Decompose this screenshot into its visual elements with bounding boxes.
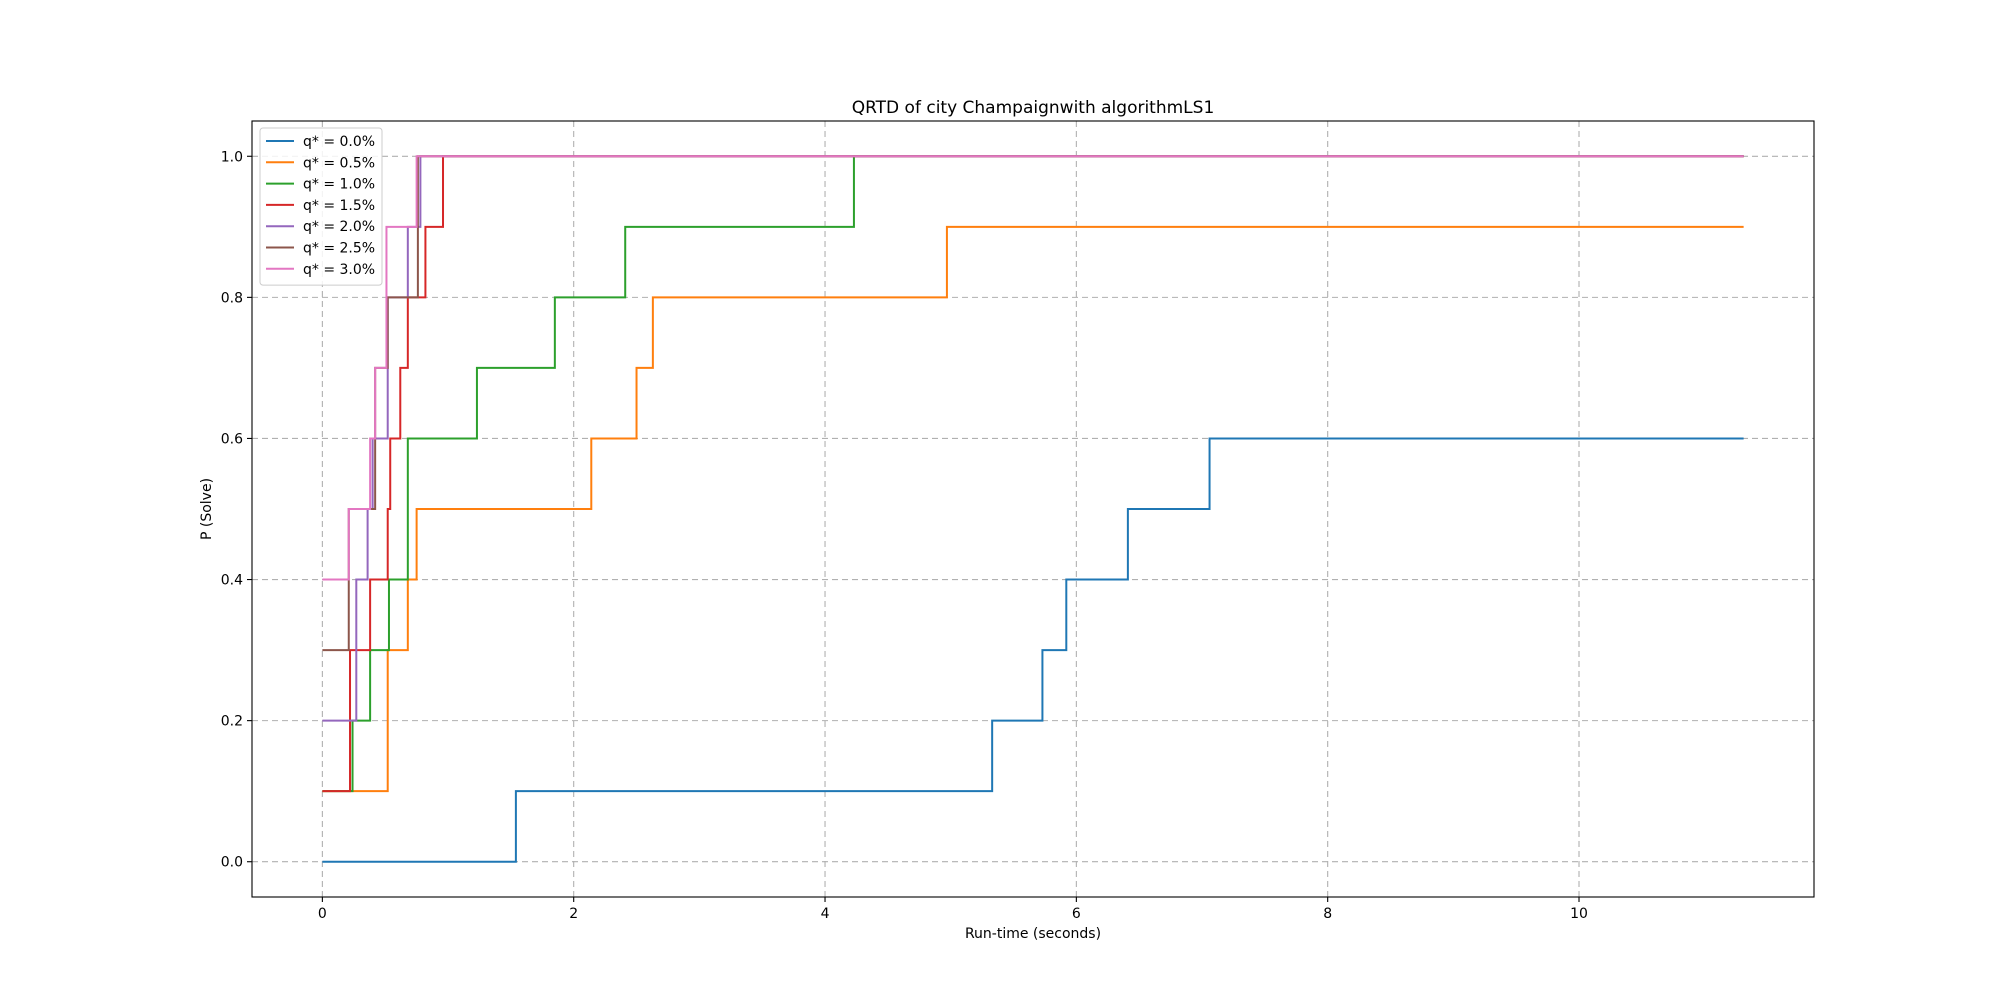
y-tick-label: 0.6 <box>221 431 243 447</box>
series-line-0 <box>322 437 1744 863</box>
x-axis-label: Run-time (seconds) <box>965 926 1101 942</box>
series-lines <box>322 155 1744 863</box>
legend-entry: q* = 3.0% <box>303 262 375 278</box>
x-tick-label: 2 <box>569 906 578 922</box>
x-tick-label: 4 <box>821 906 830 922</box>
y-tick-label: 0.4 <box>221 573 243 589</box>
y-tick-label: 0.0 <box>221 855 243 871</box>
y-axis-label: P (Solve) <box>199 478 215 540</box>
x-tick-label: 0 <box>318 906 327 922</box>
axis-ticks: 0 2 4 6 8 10 0.0 0.2 0.4 0.6 0.8 1.0 <box>221 149 1588 922</box>
y-tick-label: 0.8 <box>221 290 243 306</box>
series-line-1 <box>322 225 1744 793</box>
legend-entry: q* = 2.0% <box>303 219 375 235</box>
legend-entry: q* = 0.0% <box>303 134 375 150</box>
y-tick-label: 0.2 <box>221 714 243 730</box>
legend: q* = 0.0% q* = 0.5% q* = 1.0% q* = 1.5% q* =… <box>259 127 383 286</box>
legend-entry: q* = 1.5% <box>303 198 375 214</box>
y-tick-label: 1.0 <box>221 149 243 165</box>
x-tick-label: 6 <box>1072 906 1081 922</box>
series-line-3 <box>322 155 1744 793</box>
legend-entry: q* = 0.5% <box>303 155 375 171</box>
x-tick-label: 10 <box>1570 906 1588 922</box>
series-line-6 <box>322 155 1744 581</box>
legend-box <box>259 127 383 286</box>
chart-title: QRTD of city Champaignwith algorithmLS1 <box>852 98 1215 118</box>
plot-frame <box>251 120 1815 898</box>
series-line-2 <box>322 155 1744 793</box>
x-tick-label: 8 <box>1323 906 1332 922</box>
legend-entry: q* = 1.0% <box>303 177 375 193</box>
legend-entry: q* = 2.5% <box>303 241 375 257</box>
